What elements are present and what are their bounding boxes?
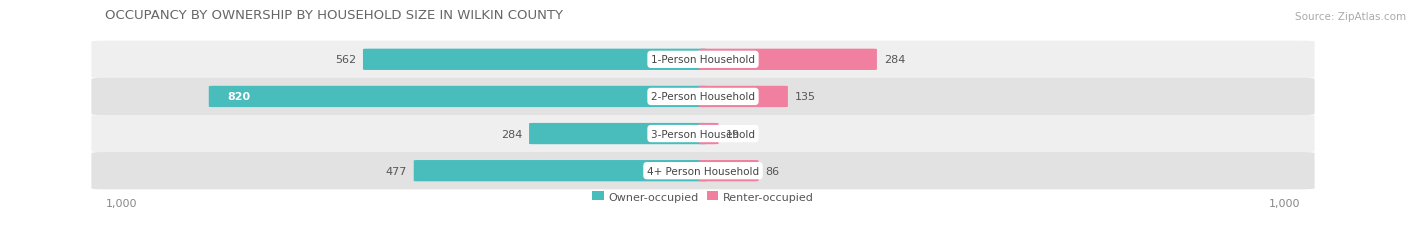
Text: 1-Person Household: 1-Person Household [651, 55, 755, 65]
FancyBboxPatch shape [91, 116, 1315, 152]
Text: OCCUPANCY BY OWNERSHIP BY HOUSEHOLD SIZE IN WILKIN COUNTY: OCCUPANCY BY OWNERSHIP BY HOUSEHOLD SIZE… [105, 9, 564, 22]
Text: 2-Person Household: 2-Person Household [651, 92, 755, 102]
FancyBboxPatch shape [363, 49, 707, 71]
Text: 477: 477 [385, 166, 406, 176]
Text: 86: 86 [766, 166, 780, 176]
FancyBboxPatch shape [699, 160, 759, 182]
Text: 284: 284 [501, 129, 522, 139]
Legend: Owner-occupied, Renter-occupied: Owner-occupied, Renter-occupied [588, 187, 818, 206]
FancyBboxPatch shape [699, 86, 787, 108]
Text: 820: 820 [226, 92, 250, 102]
Text: 135: 135 [794, 92, 815, 102]
Text: 1,000: 1,000 [105, 198, 136, 208]
FancyBboxPatch shape [699, 123, 718, 145]
FancyBboxPatch shape [91, 152, 1315, 189]
FancyBboxPatch shape [699, 49, 877, 71]
Text: 284: 284 [884, 55, 905, 65]
Text: 562: 562 [335, 55, 356, 65]
Text: 19: 19 [725, 129, 740, 139]
FancyBboxPatch shape [208, 86, 707, 108]
Text: 4+ Person Household: 4+ Person Household [647, 166, 759, 176]
FancyBboxPatch shape [529, 123, 707, 145]
FancyBboxPatch shape [413, 160, 707, 182]
FancyBboxPatch shape [91, 79, 1315, 116]
Text: 3-Person Household: 3-Person Household [651, 129, 755, 139]
Text: 1,000: 1,000 [1270, 198, 1301, 208]
Text: Source: ZipAtlas.com: Source: ZipAtlas.com [1295, 12, 1406, 22]
FancyBboxPatch shape [91, 42, 1315, 79]
